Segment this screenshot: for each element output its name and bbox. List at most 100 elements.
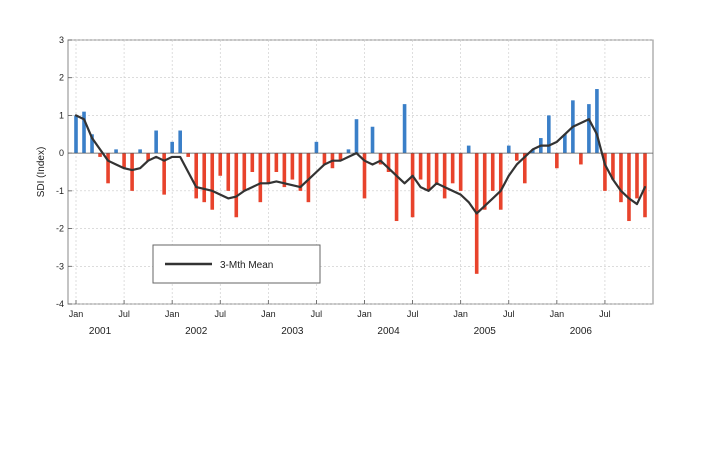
year-label: 2004: [377, 326, 400, 337]
legend: 3-Mth Mean: [152, 244, 321, 284]
bar: [450, 153, 455, 184]
bar: [98, 153, 102, 157]
bar: [338, 153, 343, 161]
year-label: 2006: [570, 326, 593, 337]
bar: [210, 153, 215, 210]
bar: [314, 141, 319, 154]
bar: [306, 153, 311, 203]
bar: [82, 111, 86, 154]
bar: [90, 134, 94, 154]
bar: [514, 153, 519, 161]
x-tick-label: Jul: [599, 309, 611, 319]
bar: [587, 104, 591, 154]
bar: [74, 115, 78, 154]
y-tick-label: -3: [56, 261, 64, 271]
bar: [635, 153, 639, 199]
bar: [458, 153, 463, 191]
bar: [522, 153, 527, 184]
bar: [138, 149, 142, 154]
bar: [555, 153, 559, 169]
year-label: 2005: [474, 326, 497, 337]
y-tick-label: -4: [56, 299, 64, 309]
bar: [603, 153, 607, 191]
bar: [394, 153, 399, 222]
bar: [250, 153, 255, 172]
bar: [234, 153, 239, 218]
y-tick-label: 2: [59, 73, 64, 83]
x-tick-label: Jul: [118, 309, 130, 319]
x-tick-label: Jan: [357, 309, 372, 319]
y-ticks: 3 2 1 0 -1 -2 -3 -4: [56, 35, 72, 309]
y-tick-label: 3: [59, 35, 64, 45]
three-month-mean-line: [74, 114, 647, 215]
bar: [322, 153, 327, 165]
y-tick-label: 0: [59, 148, 64, 158]
bar: [274, 153, 279, 172]
bar: [226, 153, 231, 191]
x-tick-label: Jul: [311, 309, 323, 319]
bar: [611, 153, 615, 180]
x-ticks: Jan Jul Jan Jul Jan Jul Jan Jul Jan Jul Jan Jul: [69, 300, 611, 319]
bar: [362, 153, 367, 199]
bar: [282, 153, 287, 188]
bar: [595, 89, 599, 154]
bar: [202, 153, 207, 203]
bar: [346, 149, 351, 154]
x-tick-label: Jul: [214, 309, 226, 319]
bar: [563, 134, 567, 154]
year-label: 2002: [185, 326, 208, 337]
bar: [490, 153, 495, 191]
bar: [643, 153, 647, 218]
bar: [506, 145, 511, 154]
y-tick-label: -1: [56, 186, 64, 196]
x-tick-label: Jan: [453, 309, 468, 319]
bar: [242, 153, 247, 191]
bar: [354, 119, 359, 154]
bar: [258, 153, 263, 203]
bar: [386, 153, 391, 172]
bar: [410, 153, 415, 218]
y-axis-label: SDI (Index): [36, 147, 47, 198]
bar: [402, 104, 407, 154]
bar: [627, 153, 631, 222]
bar: [114, 149, 118, 154]
x-tick-label: Jul: [503, 309, 515, 319]
bar: [547, 115, 551, 154]
bar: [106, 153, 110, 184]
bar: [194, 153, 199, 199]
x-tick-label: Jul: [407, 309, 419, 319]
bar: [178, 130, 182, 154]
year-label: 2001: [89, 326, 112, 337]
bar: [418, 153, 423, 180]
legend-label: 3-Mth Mean: [220, 260, 273, 271]
year-labels: 2001 2002 2003 2004 2005 2006: [89, 326, 593, 337]
year-label: 2003: [281, 326, 304, 337]
bar: [378, 153, 383, 165]
bar: [619, 153, 623, 203]
x-tick-label: Jan: [550, 309, 565, 319]
x-tick-label: Jan: [261, 309, 276, 319]
bar: [579, 153, 583, 165]
bar: [498, 153, 503, 210]
bar: [434, 153, 439, 184]
bar: [442, 153, 447, 199]
bar: [266, 153, 271, 184]
bar: [426, 153, 431, 191]
bar: [146, 153, 150, 161]
x-tick-label: Jan: [69, 309, 84, 319]
bar: [154, 130, 158, 154]
x-tick-label: Jan: [165, 309, 180, 319]
bar: [482, 153, 487, 210]
bar: [218, 153, 223, 176]
bar: [162, 153, 166, 195]
bar: [130, 153, 134, 191]
bar: [290, 153, 295, 180]
bar: [186, 153, 191, 157]
y-tick-label: 1: [59, 110, 64, 120]
bar: [530, 149, 535, 154]
bar: [298, 153, 303, 191]
bar: [466, 145, 471, 154]
bars: [74, 89, 647, 274]
bar: [170, 141, 174, 154]
